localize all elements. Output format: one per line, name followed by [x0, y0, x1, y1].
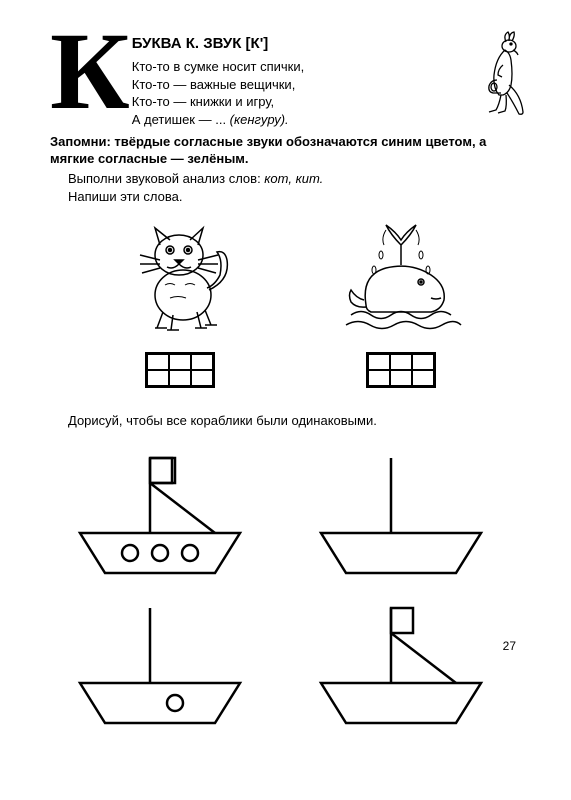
- page-number: 27: [503, 639, 516, 653]
- poem-line-1: Кто-то в сумке носит спички,: [132, 58, 451, 76]
- boats-grid: [50, 443, 531, 733]
- poem-line-2: Кто-то — важные вещички,: [132, 76, 451, 94]
- cat-column: [115, 220, 245, 388]
- animals-row: [50, 220, 531, 388]
- poem-line-3: Кто-то — книжки и игру,: [132, 93, 451, 111]
- kangaroo-icon: [461, 30, 531, 120]
- poem-line-4: А детишек — ... (кенгуру).: [132, 111, 451, 129]
- task1-line1: Выполни звуковой анализ слов: кот, кит.: [68, 170, 531, 188]
- whale-column: [336, 220, 466, 388]
- sound-grid-cat: [145, 352, 215, 388]
- header-row: К БУКВА К. ЗВУК [К'] Кто-то в сумке носи…: [50, 30, 531, 128]
- task2: Дорисуй, чтобы все кораблики были одинак…: [50, 413, 531, 428]
- page-title: БУКВА К. ЗВУК [К']: [132, 35, 451, 52]
- worksheet-page: К БУКВА К. ЗВУК [К'] Кто-то в сумке носи…: [0, 0, 571, 753]
- header-text: БУКВА К. ЗВУК [К'] Кто-то в сумке носит …: [132, 30, 451, 128]
- boat-2: [301, 443, 501, 583]
- big-letter-k: К: [50, 25, 122, 119]
- whale-icon: [336, 220, 466, 340]
- task1: Выполни звуковой анализ слов: кот, кит. …: [50, 170, 531, 205]
- task1-line2: Напиши эти слова.: [68, 188, 531, 206]
- remember-text: Запомни: твёрдые согласные звуки обознач…: [50, 134, 531, 168]
- boat-4: [301, 593, 501, 733]
- boat-1: [60, 443, 260, 583]
- cat-icon: [115, 220, 245, 340]
- boat-3: [60, 593, 260, 733]
- sound-grid-whale: [366, 352, 436, 388]
- poem: Кто-то в сумке носит спички, Кто-то — ва…: [132, 58, 451, 128]
